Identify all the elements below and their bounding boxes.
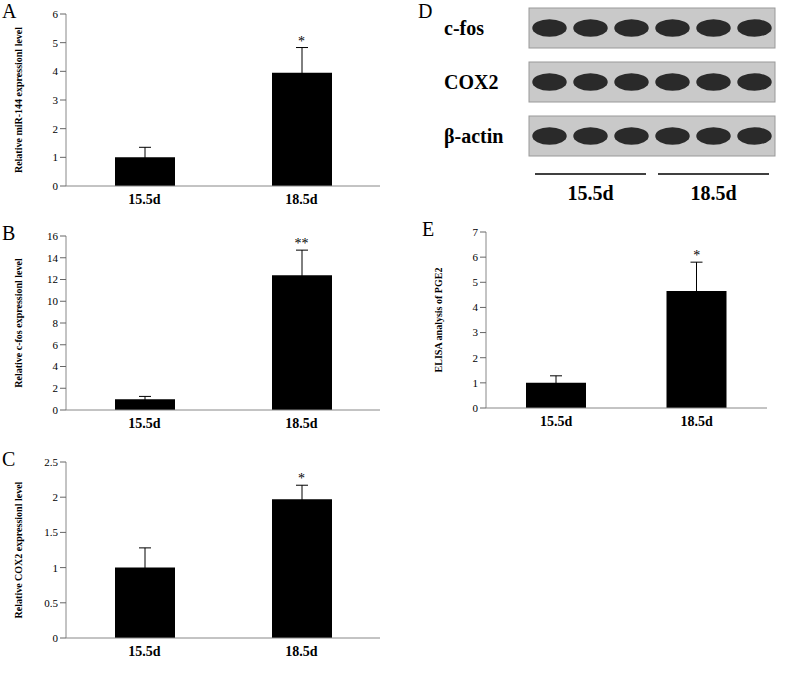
svg-text:4: 4 bbox=[473, 301, 479, 313]
svg-text:15.5d: 15.5d bbox=[540, 414, 573, 429]
svg-text:18.5d: 18.5d bbox=[285, 416, 318, 431]
svg-text:5: 5 bbox=[53, 37, 59, 49]
svg-text:15.5d: 15.5d bbox=[128, 644, 161, 659]
svg-text:10: 10 bbox=[47, 295, 59, 307]
svg-text:4: 4 bbox=[53, 360, 59, 372]
svg-text:4: 4 bbox=[53, 65, 59, 77]
svg-text:0: 0 bbox=[53, 404, 59, 416]
svg-text:1.5: 1.5 bbox=[44, 526, 58, 538]
svg-text:Relative miR-144 expressionl l: Relative miR-144 expressionl level bbox=[13, 27, 24, 173]
svg-text:*: * bbox=[693, 248, 700, 263]
svg-text:2: 2 bbox=[53, 123, 59, 135]
svg-text:18.5d: 18.5d bbox=[681, 414, 714, 429]
svg-text:1: 1 bbox=[53, 562, 59, 574]
html-text:A: A bbox=[2, 0, 17, 22]
svg-text:6: 6 bbox=[473, 251, 479, 263]
svg-text:6: 6 bbox=[53, 8, 59, 20]
svg-text:3: 3 bbox=[53, 94, 59, 106]
svg-text:8: 8 bbox=[53, 317, 59, 329]
svg-text:3: 3 bbox=[473, 326, 479, 338]
svg-text:**: ** bbox=[295, 236, 309, 251]
svg-text:1: 1 bbox=[473, 377, 479, 389]
svg-text:12: 12 bbox=[47, 273, 58, 285]
svg-text:0: 0 bbox=[53, 180, 59, 192]
svg-text:*: * bbox=[298, 34, 305, 49]
svg-text:c-fos: c-fos bbox=[444, 17, 484, 39]
html-text:B: B bbox=[2, 222, 16, 244]
svg-text:15.5d: 15.5d bbox=[567, 182, 613, 204]
svg-text:0: 0 bbox=[473, 402, 479, 414]
svg-text:7: 7 bbox=[473, 226, 479, 238]
svg-text:0: 0 bbox=[53, 632, 59, 644]
svg-text:*: * bbox=[298, 471, 305, 486]
svg-text:COX2: COX2 bbox=[444, 71, 498, 93]
html-text:D: D bbox=[418, 0, 433, 22]
svg-text:6: 6 bbox=[53, 339, 59, 351]
svg-text:5: 5 bbox=[473, 276, 479, 288]
svg-text:2: 2 bbox=[53, 382, 59, 394]
svg-text:2.5: 2.5 bbox=[44, 456, 58, 468]
svg-text:18.5d: 18.5d bbox=[690, 182, 736, 204]
svg-text:18.5d: 18.5d bbox=[285, 644, 318, 659]
svg-text:Relative COX2 expressionl leve: Relative COX2 expressionl level bbox=[13, 481, 24, 618]
svg-text:0.5: 0.5 bbox=[44, 597, 58, 609]
svg-text:1: 1 bbox=[53, 151, 59, 163]
html-text:C: C bbox=[2, 448, 16, 470]
svg-text:β-actin: β-actin bbox=[444, 125, 503, 148]
svg-text:16: 16 bbox=[47, 230, 59, 242]
svg-text:15.5d: 15.5d bbox=[128, 416, 161, 431]
html-text:E: E bbox=[422, 218, 435, 240]
svg-text:15.5d: 15.5d bbox=[128, 192, 161, 207]
svg-text:2: 2 bbox=[53, 491, 59, 503]
svg-text:ELISA analysis of PGE2: ELISA analysis of PGE2 bbox=[433, 268, 444, 373]
svg-text:2: 2 bbox=[473, 352, 479, 364]
svg-text:14: 14 bbox=[47, 252, 59, 264]
svg-text:18.5d: 18.5d bbox=[285, 192, 318, 207]
svg-text:Relative c-fos expressionl lev: Relative c-fos expressionl level bbox=[13, 258, 24, 388]
